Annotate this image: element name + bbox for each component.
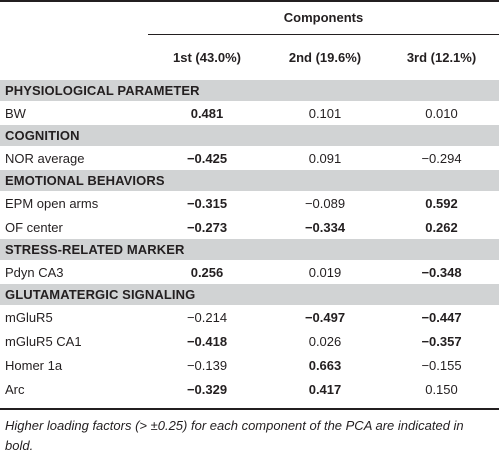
loading-value: 0.481 <box>190 105 224 121</box>
pca-loadings-table: Components 1st (43.0%) 2nd (19.6%) 3rd (… <box>0 0 499 401</box>
column-header-2nd: 2nd (19.6%) <box>288 50 362 65</box>
loading-value: 0.592 <box>425 195 458 211</box>
loading-value: 0.010 <box>425 105 458 121</box>
loading-value: −0.273 <box>186 219 228 235</box>
table-row: NOR average −0.425 0.091 −0.294 <box>0 146 499 170</box>
row-label: OF center <box>5 219 63 235</box>
row-label: NOR average <box>5 150 85 166</box>
loading-value: 0.262 <box>425 219 458 235</box>
loading-value: −0.348 <box>421 264 462 280</box>
table-row: mGluR5 CA1 −0.418 0.026 −0.357 <box>0 329 499 353</box>
section-title: GLUTAMATERGIC SIGNALING <box>0 284 499 305</box>
row-label: EPM open arms <box>5 195 99 211</box>
section-header-row: STRESS-RELATED MARKER <box>0 239 499 260</box>
table-row: Pdyn CA3 0.256 0.019 −0.348 <box>0 260 499 284</box>
loading-value: −0.089 <box>304 195 346 211</box>
table-row: Arc −0.329 0.417 0.150 <box>0 377 499 401</box>
loading-value: 0.150 <box>425 381 458 397</box>
loading-value: 0.019 <box>308 264 342 280</box>
row-label: Homer 1a <box>5 357 63 373</box>
loading-value: 0.256 <box>190 264 224 280</box>
header-empty-cell <box>0 0 148 35</box>
loading-value: −0.315 <box>186 195 228 211</box>
loading-value: 0.663 <box>308 357 342 373</box>
row-label: mGluR5 CA1 <box>5 333 82 349</box>
loading-value: 0.026 <box>308 333 342 349</box>
column-header-3rd: 3rd (12.1%) <box>406 50 477 65</box>
section-title: STRESS-RELATED MARKER <box>0 239 499 260</box>
row-label: Arc <box>5 381 25 397</box>
loading-value: −0.329 <box>186 381 228 397</box>
row-label: Pdyn CA3 <box>5 264 64 280</box>
loading-value: −0.139 <box>186 357 228 373</box>
loading-value: −0.357 <box>421 333 462 349</box>
column-header-row: 1st (43.0%) 2nd (19.6%) 3rd (12.1%) <box>0 35 499 81</box>
section-header-row: GLUTAMATERGIC SIGNALING <box>0 284 499 305</box>
components-group-label: Components <box>148 0 499 35</box>
section-title: EMOTIONAL BEHAVIORS <box>0 170 499 191</box>
components-header-row: Components <box>0 0 499 35</box>
table-row: EPM open arms −0.315 −0.089 0.592 <box>0 191 499 215</box>
loading-value: −0.334 <box>304 219 346 235</box>
loading-value: −0.155 <box>421 357 462 373</box>
table-row: mGluR5 −0.214 −0.497 −0.447 <box>0 305 499 329</box>
loading-value: 0.091 <box>308 150 342 166</box>
loading-value: 0.101 <box>308 105 342 121</box>
table-caption: Higher loading factors (> ±0.25) for eac… <box>5 418 464 453</box>
loading-value: −0.294 <box>421 150 462 166</box>
section-header-row: PHYSIOLOGICAL PARAMETER <box>0 80 499 101</box>
column-header-1st: 1st (43.0%) <box>173 50 241 65</box>
section-title: COGNITION <box>0 125 499 146</box>
row-label: mGluR5 <box>5 309 53 325</box>
loading-value: −0.447 <box>421 309 462 325</box>
loading-value: 0.417 <box>308 381 342 397</box>
loading-value: −0.214 <box>186 309 228 325</box>
section-header-row: EMOTIONAL BEHAVIORS <box>0 170 499 191</box>
row-label: BW <box>5 105 26 121</box>
header-label-cell <box>0 35 148 81</box>
table-row: OF center −0.273 −0.334 0.262 <box>0 215 499 239</box>
section-header-row: COGNITION <box>0 125 499 146</box>
bottom-rule <box>0 408 499 410</box>
loading-value: −0.497 <box>304 309 346 325</box>
section-title: PHYSIOLOGICAL PARAMETER <box>0 80 499 101</box>
table-row: BW 0.481 0.101 0.010 <box>0 101 499 125</box>
loading-value: −0.418 <box>186 333 228 349</box>
table-row: Homer 1a −0.139 0.663 −0.155 <box>0 353 499 377</box>
table-body: PHYSIOLOGICAL PARAMETER BW 0.481 0.101 0.010… <box>0 80 499 401</box>
loading-value: −0.425 <box>186 150 228 166</box>
